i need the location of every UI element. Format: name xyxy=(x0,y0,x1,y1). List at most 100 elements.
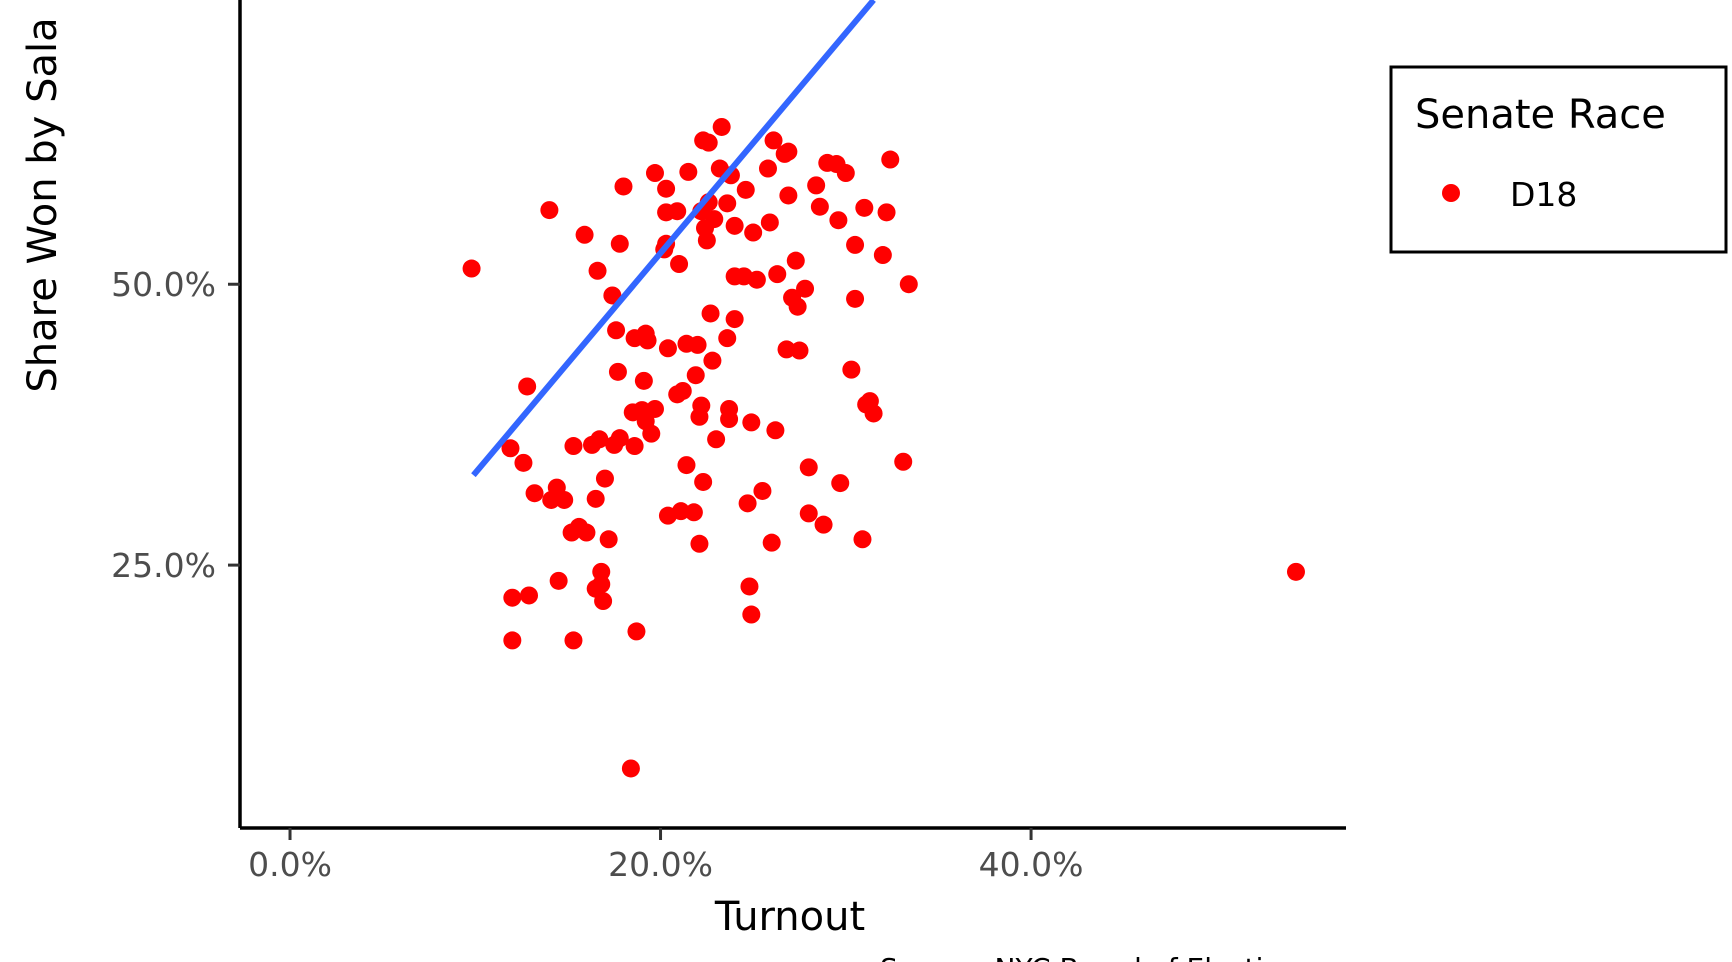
data-point xyxy=(744,223,763,242)
data-point xyxy=(736,180,755,199)
data-point xyxy=(877,203,896,222)
data-point xyxy=(718,329,737,348)
y-axis-ticks: 25.0% 50.0% xyxy=(111,265,240,585)
data-point xyxy=(807,176,826,195)
data-point xyxy=(525,484,544,503)
data-point xyxy=(777,340,796,359)
data-point xyxy=(829,211,848,230)
data-point xyxy=(634,371,653,390)
data-point xyxy=(768,265,787,284)
data-point xyxy=(894,452,913,471)
data-point xyxy=(599,530,618,549)
data-point xyxy=(705,210,724,229)
data-point xyxy=(720,410,739,429)
data-point xyxy=(707,430,726,449)
data-point xyxy=(677,456,696,475)
data-point xyxy=(625,437,644,456)
data-point xyxy=(520,586,539,605)
data-point xyxy=(590,430,609,449)
data-point xyxy=(814,515,833,534)
data-point xyxy=(690,534,709,553)
data-point xyxy=(679,162,698,181)
data-point xyxy=(786,251,805,270)
data-point xyxy=(638,331,657,350)
data-point xyxy=(738,494,757,513)
data-point xyxy=(621,759,640,778)
data-point xyxy=(594,592,613,611)
data-point xyxy=(592,575,611,594)
data-point xyxy=(788,297,807,316)
data-point xyxy=(799,458,818,477)
data-point xyxy=(779,142,798,161)
data-point xyxy=(1286,562,1305,581)
data-point xyxy=(686,366,705,385)
x-axis-ticks: 0.0% 20.0% 40.0% xyxy=(248,828,1083,884)
x-axis-title: Turnout xyxy=(714,894,865,940)
y-axis-title: Share Won by Sala xyxy=(20,17,66,392)
y-tick-label: 25.0% xyxy=(111,546,216,585)
data-point xyxy=(658,339,677,358)
data-point xyxy=(873,246,892,265)
data-point xyxy=(725,216,744,235)
data-point xyxy=(688,335,707,354)
data-point xyxy=(673,381,692,400)
data-point xyxy=(586,489,605,508)
data-point xyxy=(753,481,772,500)
data-point xyxy=(697,231,716,250)
data-points xyxy=(462,117,1305,778)
data-point xyxy=(740,577,759,596)
data-point xyxy=(764,131,783,150)
data-point xyxy=(518,377,537,396)
data-point xyxy=(668,202,687,221)
trend-line xyxy=(471,0,876,478)
data-point xyxy=(853,530,872,549)
data-point xyxy=(549,571,568,590)
data-point xyxy=(846,235,865,254)
data-point xyxy=(607,321,626,340)
data-point xyxy=(836,164,855,183)
data-point xyxy=(881,150,900,169)
data-point xyxy=(577,523,596,542)
data-point xyxy=(855,198,874,217)
data-point xyxy=(699,133,718,152)
data-point xyxy=(555,490,574,509)
data-point xyxy=(760,213,779,232)
data-point xyxy=(742,413,761,432)
data-point xyxy=(718,194,737,213)
legend-box xyxy=(1389,65,1728,254)
data-point xyxy=(712,117,731,136)
x-tick-label: 20.0% xyxy=(608,845,713,884)
data-point xyxy=(810,197,829,216)
data-point xyxy=(514,453,533,472)
data-point xyxy=(779,186,798,205)
data-point xyxy=(627,622,646,641)
data-point xyxy=(645,399,664,418)
x-tick-label: 0.0% xyxy=(248,845,332,884)
data-point xyxy=(899,275,918,294)
data-point xyxy=(588,261,607,280)
data-point xyxy=(799,504,818,523)
data-point xyxy=(608,362,627,381)
data-point xyxy=(657,179,676,198)
data-point xyxy=(694,472,713,491)
data-point xyxy=(670,255,689,274)
trend-line-group xyxy=(471,0,876,478)
data-point xyxy=(796,279,815,298)
data-point xyxy=(610,234,629,253)
data-point xyxy=(742,605,761,624)
data-point xyxy=(592,562,611,581)
data-point xyxy=(503,631,522,650)
legend: Senate Race D18 xyxy=(1389,65,1728,254)
data-point xyxy=(864,404,883,423)
data-point xyxy=(842,360,861,379)
data-point xyxy=(595,469,614,488)
data-point xyxy=(501,439,520,458)
data-point xyxy=(671,502,690,521)
data-point xyxy=(603,286,622,305)
legend-key-d18 xyxy=(1442,184,1460,202)
data-point xyxy=(703,351,722,370)
data-point xyxy=(762,533,781,552)
data-point xyxy=(701,304,720,323)
legend-title: Senate Race xyxy=(1415,92,1666,138)
